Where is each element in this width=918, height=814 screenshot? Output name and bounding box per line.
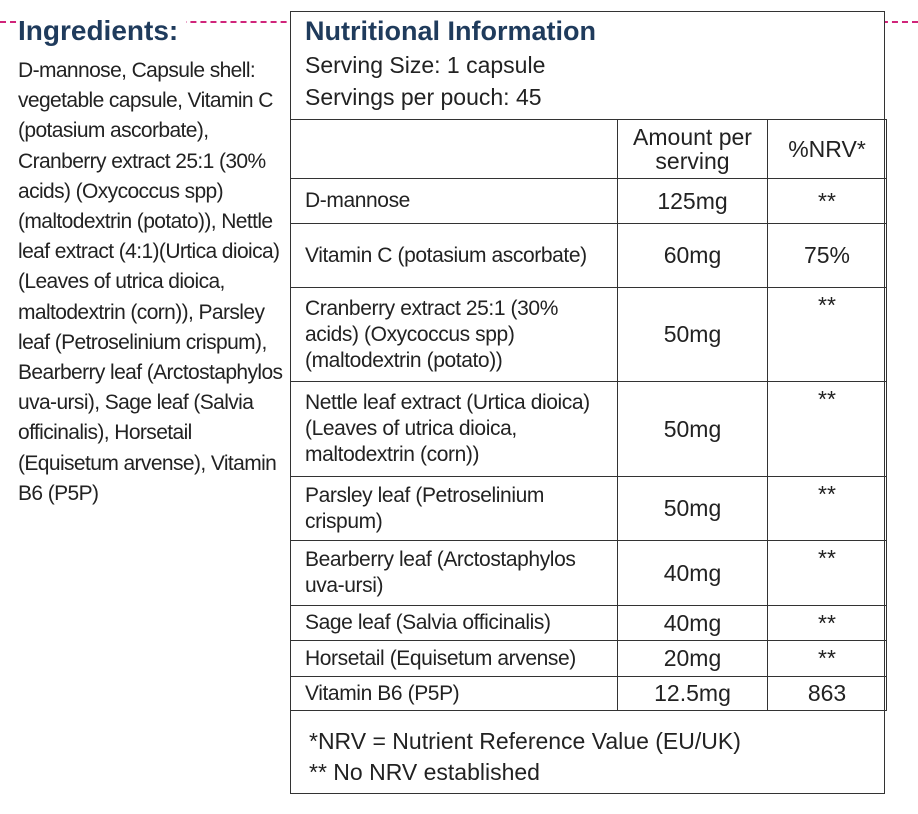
servings-per-pouch: Servings per pouch: 45	[305, 84, 542, 110]
row-amount: 40mg	[617, 605, 768, 641]
row-amount: 12.5mg	[617, 676, 768, 711]
table-row: D-mannose 125mg **	[290, 178, 887, 224]
row-nrv: **	[767, 476, 887, 541]
footnote-nrv-definition: *NRV = Nutrient Reference Value (EU/UK)	[309, 728, 741, 754]
table-row: Horsetail (Equisetum arvense) 20mg **	[290, 640, 887, 677]
row-amount: 60mg	[617, 223, 768, 288]
row-name: Vitamin C (potasium ascorbate)	[290, 223, 618, 288]
row-amount: 50mg	[617, 476, 768, 541]
header-amount-cell: Amount per serving	[617, 119, 768, 179]
row-nrv: 863	[767, 676, 887, 711]
nutrition-panel: Nutritional Information Serving Size: 1 …	[290, 11, 887, 794]
row-amount: 50mg	[617, 381, 768, 477]
row-name: Nettle leaf extract (Urtica dioica) (Lea…	[290, 381, 618, 477]
header-nrv: %NRV*	[788, 135, 866, 162]
row-nrv: **	[767, 540, 887, 606]
row-amount: 20mg	[617, 640, 768, 677]
table-row: Cranberry extract 25:1 (30% acids) (Oxyc…	[290, 287, 887, 382]
row-amount: 40mg	[617, 540, 768, 606]
footnote-no-nrv: ** No NRV established	[309, 759, 540, 785]
table-row: Sage leaf (Salvia officinalis) 40mg **	[290, 605, 887, 641]
table-row: Vitamin C (potasium ascorbate) 60mg 75%	[290, 223, 887, 288]
table-row: Parsley leaf (Petroselinium crispum) 50m…	[290, 476, 887, 541]
nutrition-table: Amount per serving %NRV* D-mannose 125mg…	[290, 119, 887, 711]
row-amount: 125mg	[617, 178, 768, 224]
table-header-row: Amount per serving %NRV*	[290, 119, 887, 179]
row-name: Parsley leaf (Petroselinium crispum)	[290, 476, 618, 541]
ingredients-section: Ingredients: D-mannose, Capsule shell: v…	[18, 14, 286, 509]
header-blank-cell	[290, 119, 618, 179]
row-name: Sage leaf (Salvia officinalis)	[290, 605, 618, 641]
row-name: Cranberry extract 25:1 (30% acids) (Oxyc…	[290, 287, 618, 382]
row-nrv: **	[767, 605, 887, 641]
row-nrv: 75%	[767, 223, 887, 288]
row-amount: 50mg	[617, 287, 768, 382]
table-row: Nettle leaf extract (Urtica dioica) (Lea…	[290, 381, 887, 477]
header-nrv-cell: %NRV*	[767, 119, 887, 179]
ingredients-title: Ingredients:	[18, 14, 187, 48]
row-nrv: **	[767, 178, 887, 224]
row-name: Vitamin B6 (P5P)	[290, 676, 618, 711]
row-name: D-mannose	[290, 178, 618, 224]
serving-size: Serving Size: 1 capsule	[305, 52, 546, 78]
row-nrv: **	[767, 287, 887, 382]
header-amount: Amount per serving	[633, 124, 752, 174]
row-nrv: **	[767, 640, 887, 677]
table-row: Bearberry leaf (Arctostaphylos uva-ursi)…	[290, 540, 887, 606]
table-row: Vitamin B6 (P5P) 12.5mg 863	[290, 676, 887, 711]
nutrition-title: Nutritional Information	[305, 14, 602, 48]
row-nrv: **	[767, 381, 887, 477]
ingredients-text: D-mannose, Capsule shell: vegetable caps…	[18, 59, 283, 505]
row-name: Horsetail (Equisetum arvense)	[290, 640, 618, 677]
row-name: Bearberry leaf (Arctostaphylos uva-ursi)	[290, 540, 618, 606]
